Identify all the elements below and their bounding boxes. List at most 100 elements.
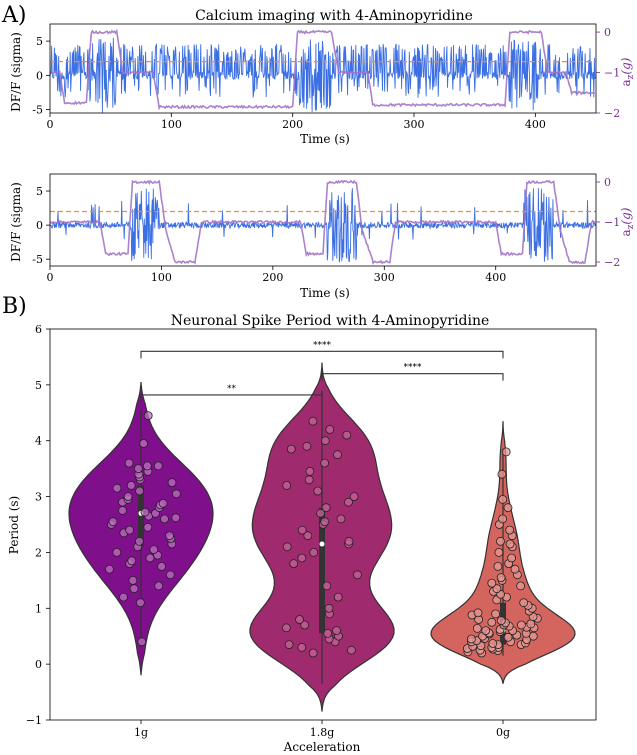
violin-chart: Neuronal Spike Period with 4-Aminopyridi… — [7, 313, 597, 754]
data-point-1.8g-18 — [297, 553, 307, 563]
x-tick-label-top-1: 100 — [161, 118, 182, 131]
violin-median-1.8g — [319, 541, 325, 547]
data-point-1.8g-8 — [332, 626, 342, 635]
y-axis-label-top: DF/F (sigma) — [9, 32, 23, 112]
significance-label-0: ** — [227, 384, 237, 394]
plot-area-top: 0 100 200 300 400 -5 0 5 0 −1 −2 — [32, 23, 620, 131]
calcium-chart-bottom: 0 100 200 300 400 -5 0 5 0 −1 −2 Time (s) DF/F (si… — [9, 173, 636, 300]
panel-label-a: A) — [1, 3, 26, 28]
data-point-0g-73 — [503, 503, 513, 513]
data-point-0g-56 — [516, 581, 525, 591]
data-point-1g-51 — [143, 411, 153, 421]
data-point-1g-26 — [171, 513, 181, 523]
data-point-1g-47 — [142, 461, 152, 471]
violin-y-tick-label-7: 6 — [35, 323, 42, 336]
y-right-tick-label-bottom-0: 0 — [604, 176, 611, 189]
data-point-1g-36 — [123, 492, 133, 502]
data-point-1.8g-17 — [289, 559, 299, 568]
data-point-1.8g-30 — [344, 497, 353, 507]
y-tick-label-top-0: -5 — [32, 104, 43, 117]
data-point-1g-13 — [112, 548, 122, 557]
violin-iqr-1g — [138, 485, 144, 547]
significance-bracket-0 — [140, 394, 323, 402]
panel-label-b: B) — [2, 294, 27, 319]
y-tick-label-top-1: 0 — [36, 69, 43, 82]
data-point-0g-70 — [505, 525, 515, 535]
data-point-1.8g-39 — [302, 441, 312, 451]
y-axis-right-label-top-sub: z — [626, 74, 636, 79]
x-tick-label-top-2: 200 — [282, 118, 303, 131]
data-point-1g-17 — [134, 536, 144, 546]
data-point-1.8g-24 — [297, 525, 307, 535]
y-axis-label-violin: Period (s) — [7, 496, 21, 554]
data-point-0g-57 — [487, 578, 497, 588]
data-point-1.8g-14 — [333, 592, 343, 602]
violin-y-tick-label-2: 1 — [35, 602, 42, 615]
data-point-1.8g-28 — [316, 508, 326, 518]
data-point-1g-21 — [125, 525, 135, 535]
data-point-1.8g-3 — [284, 640, 294, 649]
y-tick-label-bottom-0: -5 — [32, 253, 43, 266]
data-point-1.8g-23 — [303, 531, 313, 541]
data-point-0g-59 — [496, 573, 506, 582]
x-tick-label-top-4: 400 — [525, 118, 546, 131]
dff-trace-top — [50, 37, 596, 113]
accel-trace-bottom — [50, 179, 596, 265]
data-point-1g-2 — [119, 592, 128, 602]
data-point-0g-62 — [493, 562, 503, 571]
y-axis-right-label-top-main: a — [619, 79, 633, 86]
x-tick-label-bottom-3: 300 — [374, 271, 395, 284]
data-point-1g-25 — [160, 514, 169, 524]
chart-title-violin: Neuronal Spike Period with 4-Aminopyridi… — [171, 313, 490, 329]
data-point-1g-29 — [140, 507, 150, 517]
data-point-1.8g-27 — [336, 514, 346, 524]
x-tick-label-top-0: 0 — [47, 118, 54, 131]
data-point-1g-4 — [154, 581, 164, 591]
x-tick-label-1g: 1g — [134, 726, 148, 739]
data-point-1.8g-10 — [300, 620, 310, 630]
data-point-0g-37 — [526, 619, 536, 629]
data-point-1g-48 — [153, 461, 163, 471]
calcium-chart-top: Calcium imaging with 4-Aminopyridine 0 10… — [9, 8, 636, 146]
data-point-1g-33 — [158, 498, 168, 508]
x-tick-label-bottom-4: 400 — [485, 271, 506, 284]
data-point-0g-45 — [491, 609, 501, 619]
data-point-0g-40 — [496, 616, 506, 625]
data-point-0g-75 — [497, 469, 507, 479]
y-axis-label-bottom: DF/F (sigma) — [9, 182, 23, 262]
data-point-0g-72 — [498, 514, 508, 524]
x-axis-label-violin: Acceleration — [283, 740, 361, 754]
data-point-0g-65 — [494, 548, 504, 557]
data-point-1.8g-33 — [282, 480, 292, 490]
data-point-1.8g-19 — [309, 548, 319, 557]
x-tick-label-top-3: 300 — [404, 118, 425, 131]
y-right-tick-label-top-2: −2 — [604, 107, 620, 120]
data-point-1g-8 — [157, 562, 167, 571]
data-point-0g-67 — [505, 539, 515, 549]
data-point-0g-76 — [501, 447, 511, 457]
data-point-0g-39 — [487, 617, 497, 627]
data-point-0g-18 — [466, 634, 476, 644]
y-right-tick-label-bottom-1: −1 — [604, 216, 620, 229]
data-point-1.8g-11 — [295, 615, 304, 624]
y-right-tick-label-bottom-2: −2 — [604, 256, 620, 269]
data-point-1.8g-38 — [286, 444, 296, 454]
data-point-1g-37 — [171, 489, 181, 499]
x-tick-label-1.8g: 1.8g — [310, 726, 335, 739]
data-point-1.8g-37 — [333, 450, 342, 460]
data-point-1.8g-15 — [322, 581, 332, 591]
y-right-tick-label-top-0: 0 — [604, 26, 611, 39]
y-axis-right-label-bottom-main: a — [619, 229, 633, 236]
violin-y-tick-label-1: 0 — [35, 658, 42, 671]
data-point-1g-19 — [165, 531, 174, 541]
data-point-1.8g-7 — [323, 629, 333, 638]
data-point-0g-50 — [519, 598, 529, 608]
data-point-1.8g-22 — [344, 536, 354, 546]
data-point-0g-31 — [472, 624, 482, 633]
data-point-1.8g-40 — [320, 436, 330, 446]
data-point-1g-30 — [118, 506, 127, 515]
plot-area-bottom: 0 100 200 300 400 -5 0 5 0 −1 −2 — [32, 173, 620, 284]
data-point-1.8g-16 — [353, 570, 362, 580]
